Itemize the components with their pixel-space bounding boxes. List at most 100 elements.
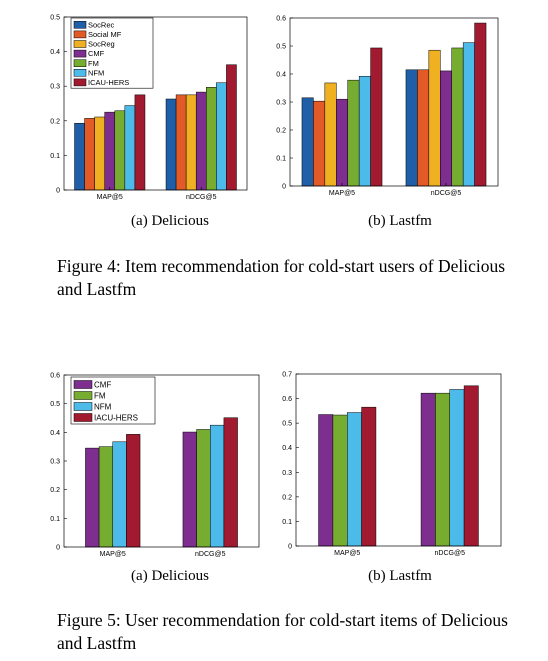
bar-socrec-ndcg-5: [405, 69, 418, 187]
y-tick-label: 0: [56, 188, 60, 195]
bar-socreg-map-5: [324, 82, 337, 187]
figure-4-caption: Figure 4: Item recommendation for cold-s…: [57, 256, 506, 299]
chart-fig5-delicious: 0 0.1 0.2 0.3 0.4 0.5 0.6 MAP@5 nDCG@5 CMF FM NFM IA…: [37, 368, 267, 568]
bar-iacu-hers-ndcg-5: [463, 385, 479, 547]
bar-cmf-map-5: [318, 414, 334, 547]
bar-icau-hers-ndcg-5: [474, 22, 487, 187]
bar-fm-ndcg-5: [435, 392, 450, 547]
bar-cmf-ndcg-5: [182, 431, 197, 548]
y-tick-label: 0.4: [50, 49, 60, 56]
y-tick-label: 0.3: [50, 459, 60, 466]
y-tick-label: 0.2: [282, 494, 292, 501]
bar-iacu-hers-map-5: [126, 434, 141, 548]
y-tick-label: 0.3: [282, 470, 292, 477]
legend-label-fm: FM: [94, 391, 106, 400]
subcaption-fig5-b: (b) Lastfm: [368, 568, 432, 584]
y-tick-label: 0.4: [282, 445, 292, 452]
chart-svg: 0 0.1 0.2 0.3 0.4 0.5 0.6 MAP@5 nDCG@5: [276, 16, 499, 197]
y-tick-label: 0.1: [50, 516, 60, 523]
y-tick-label: 0: [288, 544, 292, 551]
y-tick-label: 0.2: [50, 118, 60, 125]
chart-fig4-lastfm: 0 0.1 0.2 0.3 0.4 0.5 0.6 MAP@5 nDCG@5: [262, 10, 512, 210]
x-category-label: MAP@5: [100, 551, 126, 558]
bar-iacu-hers-ndcg-5: [223, 417, 238, 548]
bar-socrec-map-5: [301, 97, 314, 187]
bar-fm-map-5: [332, 414, 348, 547]
legend-label-fm: FM: [88, 59, 99, 68]
subcaption-fig5-a: (a) Delicious: [131, 568, 209, 584]
y-tick-label: 0.1: [282, 519, 292, 526]
subcaption-fig4-b: (b) Lastfm: [368, 213, 432, 229]
plot-frame: [289, 17, 499, 187]
legend-swatch-nfm: [73, 69, 87, 77]
legend-swatch-socrec: [73, 21, 87, 29]
y-tick-label: 0.6: [50, 373, 60, 380]
subcaption-fig4-a: (a) Delicious: [131, 213, 209, 229]
bar-cmf-map-5: [336, 98, 348, 187]
y-tick-label: 0.5: [50, 401, 60, 408]
y-tick-label: 0.5: [282, 421, 292, 428]
bar-iacu-hers-map-5: [361, 406, 377, 547]
legend-label-cmf: CMF: [88, 49, 105, 58]
bar-socreg-map-5: [94, 116, 105, 191]
x-category-label: nDCG@5: [431, 190, 462, 197]
bar-nfm-map-5: [124, 105, 136, 191]
x-category-label: nDCG@5: [186, 194, 217, 201]
plot-frame: [63, 16, 248, 191]
bar-social-mf-map-5: [84, 118, 95, 191]
legend-swatch-cmf: [73, 49, 87, 58]
plot-frame: [295, 373, 502, 547]
bar-fm-ndcg-5: [196, 429, 211, 548]
legend-swatch-iacu-hers: [73, 413, 93, 422]
bar-fm-map-5: [347, 79, 360, 187]
x-category-label: nDCG@5: [195, 551, 226, 558]
legend-label-socrec: SocRec: [88, 20, 115, 29]
y-tick-label: 0.1: [50, 153, 60, 160]
bar-cmf-ndcg-5: [195, 91, 207, 191]
chart-svg: 0 0.1 0.2 0.3 0.4 0.5 0.6 0.7 MAP@5 nDCG@5: [282, 372, 502, 557]
bar-fm-map-5: [114, 110, 126, 191]
chart-fig4-delicious: 0 0.1 0.2 0.3 0.4 0.5 MAP@5 nDCG@5 SocRec Social …: [37, 10, 257, 210]
legend-label-icau-hers: ICAU-HERS: [88, 78, 129, 87]
legend-swatch-social-mf: [73, 30, 87, 39]
y-tick-label: 0.5: [50, 15, 60, 22]
bar-nfm-ndcg-5: [462, 42, 475, 187]
y-tick-label: 0.4: [276, 72, 286, 79]
legend-label-nfm: NFM: [94, 402, 112, 411]
chart-fig5-lastfm: 0 0.1 0.2 0.3 0.4 0.5 0.6 0.7 MAP@5 nDCG@5: [265, 368, 515, 568]
plot-frame: [63, 374, 260, 548]
x-category-label: MAP@5: [329, 190, 355, 197]
bar-cmf-map-5: [85, 447, 100, 548]
legend-label-iacu-hers: IACU-HERS: [94, 413, 138, 422]
bar-socreg-ndcg-5: [185, 94, 197, 191]
bar-nfm-map-5: [358, 75, 371, 187]
chart-svg: 0 0.1 0.2 0.3 0.4 0.5 MAP@5 nDCG@5 SocRecSocial …: [50, 15, 248, 201]
legend-label-cmf: CMF: [94, 380, 111, 389]
legend-label-social-mf: Social MF: [88, 30, 122, 39]
y-tick-label: 0.3: [276, 100, 286, 107]
y-tick-label: 0.7: [282, 372, 292, 379]
y-tick-label: 0.2: [50, 487, 60, 494]
bar-social-mf-map-5: [313, 100, 326, 187]
legend-swatch-icau-hers: [73, 78, 87, 87]
bar-fm-ndcg-5: [451, 47, 464, 187]
bar-socreg-ndcg-5: [428, 49, 441, 187]
bar-nfm-map-5: [112, 441, 127, 548]
bar-icau-hers-map-5: [370, 47, 383, 187]
y-tick-label: 0: [56, 545, 60, 552]
y-tick-label: 0.4: [50, 430, 60, 437]
legend-swatch-fm: [73, 59, 87, 67]
bar-social-mf-ndcg-5: [417, 69, 430, 187]
bar-socrec-map-5: [74, 122, 85, 191]
bar-fm-map-5: [98, 446, 113, 548]
figure-5-caption: Figure 5: User recommendation for cold-s…: [57, 610, 508, 653]
y-tick-label: 0.6: [276, 16, 286, 23]
bar-socrec-ndcg-5: [165, 98, 177, 191]
bar-cmf-ndcg-5: [440, 70, 452, 187]
bar-cmf-ndcg-5: [420, 392, 436, 547]
y-tick-label: 0.5: [276, 44, 286, 51]
bar-fm-ndcg-5: [206, 86, 217, 191]
legend-label-nfm: NFM: [88, 68, 104, 77]
legend-swatch-cmf: [73, 380, 93, 389]
bar-social-mf-ndcg-5: [175, 94, 187, 191]
